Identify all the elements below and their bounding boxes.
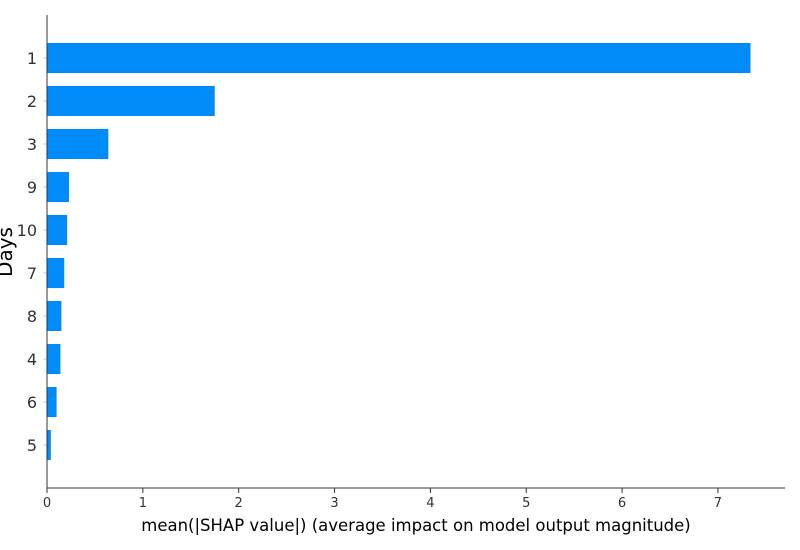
bar-day-7 [47,258,65,288]
category-label-1: 1 [27,49,37,68]
category-label-9: 9 [27,178,37,197]
bar-day-4 [47,344,61,374]
bar-day-3 [47,129,109,159]
category-label-8: 8 [27,307,37,326]
category-label-4: 4 [27,350,37,369]
x-axis-ticks: 0 1 2 3 4 5 6 7 [43,488,722,511]
x-tick-label: 3 [330,496,338,511]
x-tick-label: 4 [426,496,434,511]
x-tick-label: 0 [43,496,51,511]
category-label-10: 10 [17,221,37,240]
bar-day-1 [47,43,751,73]
bar-day-6 [47,387,57,417]
x-tick-label: 6 [618,496,626,511]
bar-day-2 [47,86,215,116]
bar-day-9 [47,172,70,202]
category-label-2: 2 [27,92,37,111]
bar-day-8 [47,301,62,331]
category-label-7: 7 [27,264,37,283]
bar-day-10 [47,215,68,245]
category-label-5: 5 [27,436,37,455]
bar-day-5 [47,430,51,460]
bars-group [47,43,751,460]
category-labels: 1 2 3 9 10 7 8 4 6 5 [17,49,47,455]
category-label-6: 6 [27,393,37,412]
x-axis-title: mean(|SHAP value|) (average impact on mo… [141,516,691,535]
x-tick-label: 7 [714,496,722,511]
y-axis-title: Days [0,227,17,277]
x-tick-label: 2 [235,496,243,511]
x-tick-label: 5 [522,496,530,511]
x-tick-label: 1 [139,496,147,511]
category-label-3: 3 [27,135,37,154]
